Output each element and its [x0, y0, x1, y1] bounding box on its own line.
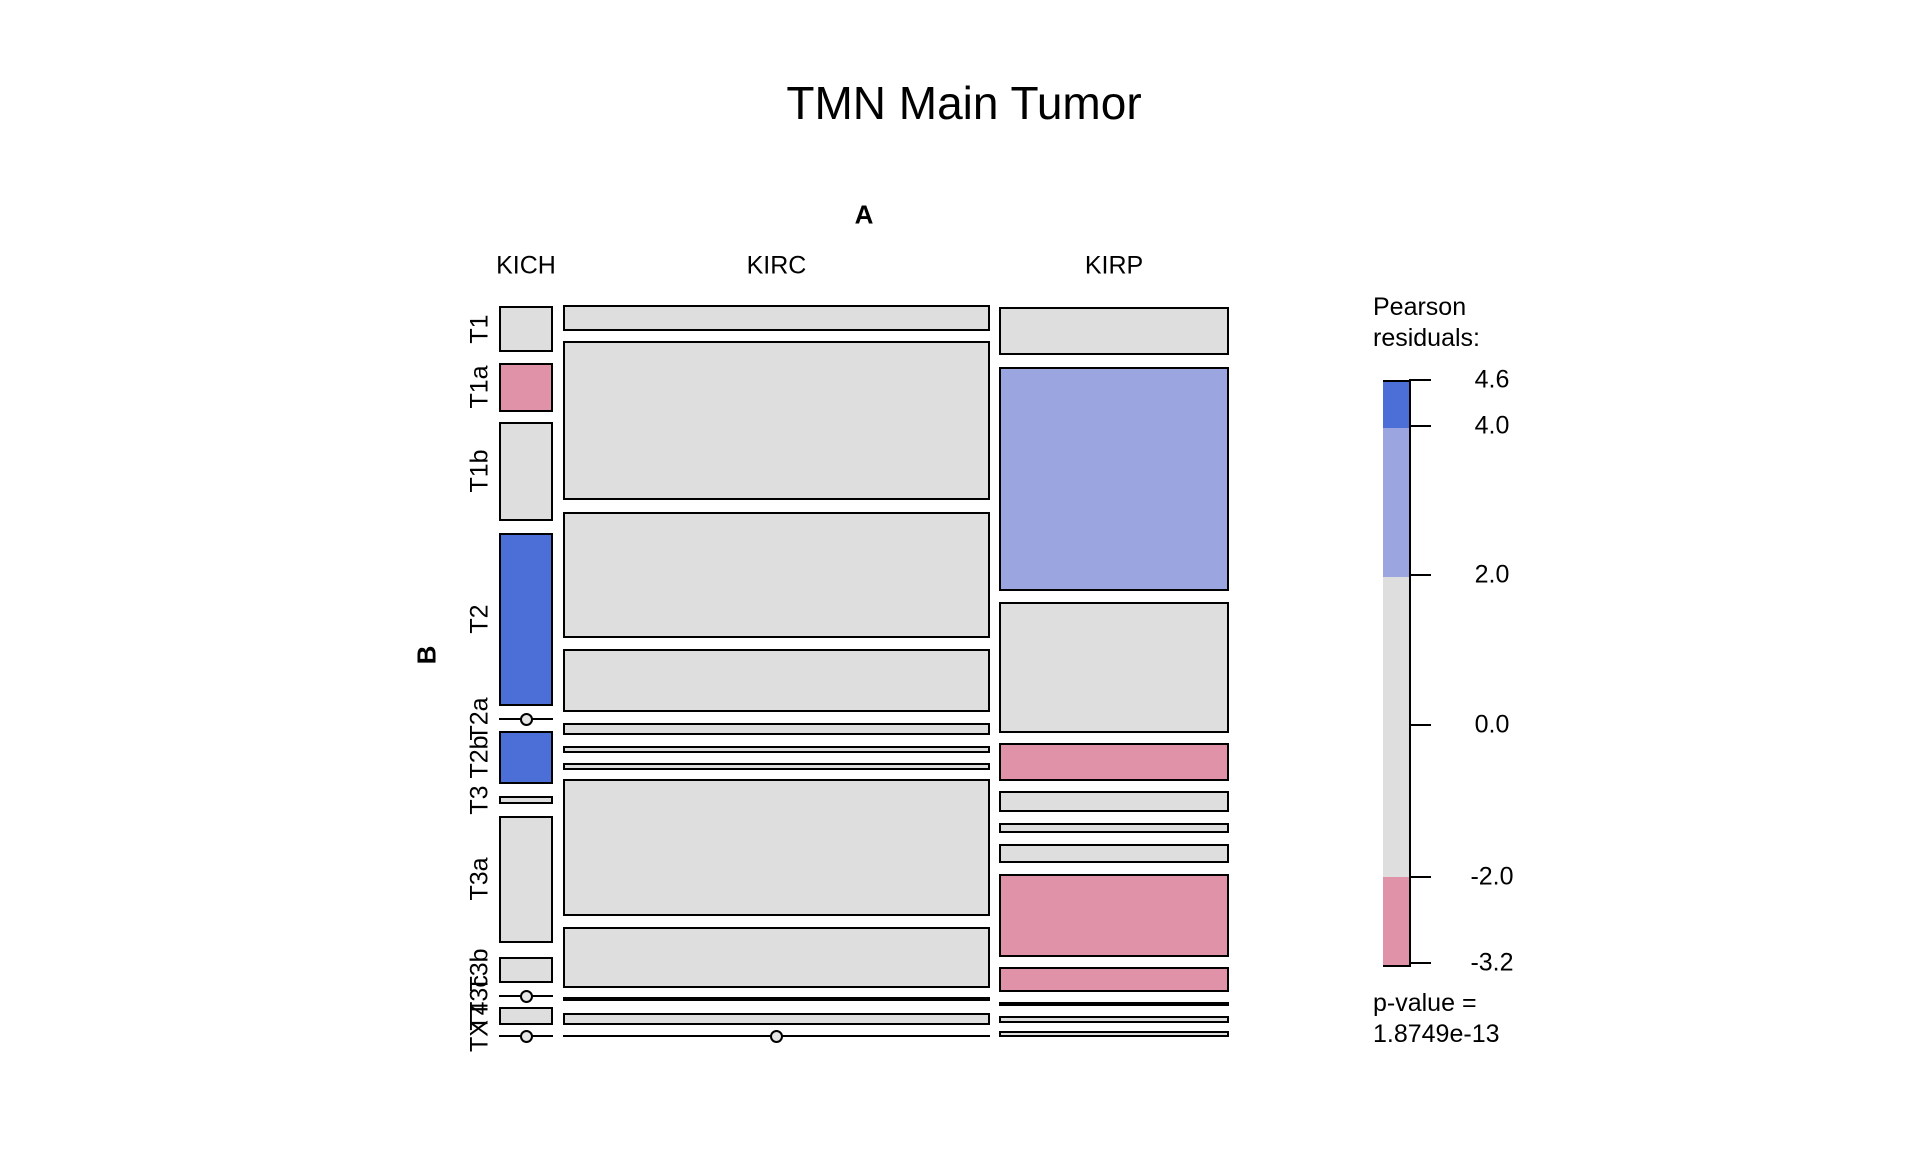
column-label-kirp: KIRP: [1084, 251, 1144, 280]
row-label-t1a: T1a: [465, 365, 494, 409]
cell-kich-t1: [499, 306, 553, 352]
row-label-t2b: T2b: [465, 735, 494, 779]
cell-kich-t2: [499, 533, 553, 706]
column-label-kirc: KIRC: [746, 251, 807, 280]
row-label-t2a: T2a: [465, 697, 494, 741]
cell-kirp-t1: [999, 307, 1229, 355]
legend-pvalue-line2: 1.8749e-13: [1373, 1020, 1500, 1048]
row-label-t3a: T3a: [465, 857, 494, 901]
cell-kich-t3: [499, 796, 553, 804]
dimension-b-label: B: [411, 645, 442, 665]
cell-kich-t3b: [499, 957, 553, 983]
legend-colorbar: [1383, 380, 1411, 967]
cell-kirp-tx: [999, 1031, 1229, 1037]
cell-kirc-t3c: [563, 997, 990, 1001]
cell-kirp-t3c: [999, 1002, 1229, 1006]
cell-kirp-t3b: [999, 967, 1229, 992]
legend-tick-2.0: [1409, 574, 1431, 576]
legend-title: Pearson residuals:: [1373, 292, 1480, 354]
row-label-tx: TX: [465, 1020, 494, 1052]
legend-segment-positive: [1383, 428, 1409, 577]
legend-title-line2: residuals:: [1373, 324, 1480, 352]
cell-kirp-t1a: [999, 367, 1229, 591]
legend-tick-label--2.0: -2.0: [1470, 862, 1514, 891]
row-label-t2: T2: [465, 604, 494, 634]
cell-kich-t2b: [499, 731, 553, 784]
legend-tick-label-4.0: 4.0: [1474, 411, 1510, 440]
cell-kirc-t1b: [563, 512, 990, 638]
chart-title: TMN Main Tumor: [786, 77, 1142, 129]
cell-kirp-t3: [999, 844, 1229, 863]
cell-kirc-t2b: [563, 746, 990, 753]
zero-cell-circle-kich-t3c: [519, 989, 533, 1003]
legend-segment-strong_positive: [1383, 382, 1409, 428]
legend-title-line1: Pearson: [1373, 293, 1467, 321]
legend-tick-label--3.2: -3.2: [1470, 948, 1514, 977]
cell-kirc-t3: [563, 763, 990, 770]
cell-kirp-t2a: [999, 791, 1229, 812]
legend-tick-label-2.0: 2.0: [1474, 560, 1510, 589]
legend-pvalue-line1: p-value =: [1373, 989, 1477, 1017]
cell-kirc-t1: [563, 305, 990, 331]
cell-kirc-t2: [563, 649, 990, 712]
cell-kirc-t2a: [563, 723, 990, 735]
cell-kirp-t2b: [999, 823, 1229, 833]
zero-cell-circle-kich-tx: [519, 1029, 533, 1043]
cell-kirp-t2: [999, 743, 1229, 781]
row-label-t1b: T1b: [465, 449, 494, 493]
legend-tick-4.0: [1409, 425, 1431, 427]
legend-tick-0.0: [1409, 724, 1431, 726]
cell-kich-t1b: [499, 422, 553, 521]
legend-tick--2.0: [1409, 876, 1431, 878]
row-label-t3: T3: [465, 785, 494, 815]
cell-kirp-t4: [999, 1016, 1229, 1023]
legend-segment-neutral: [1383, 577, 1409, 877]
cell-kirc-t1a: [563, 341, 990, 500]
cell-kich-t1a: [499, 363, 553, 412]
column-label-kich: KICH: [496, 251, 556, 280]
cell-kirc-t3b: [563, 927, 990, 988]
cell-kich-t3a: [499, 816, 553, 943]
zero-cell-circle-kirc-tx: [770, 1029, 783, 1043]
legend-tick-label-4.6: 4.6: [1474, 365, 1510, 394]
dimension-a-label: A: [854, 199, 874, 230]
legend-tick--3.2: [1409, 962, 1431, 964]
cell-kirc-t3a: [563, 779, 990, 916]
cell-kirc-t4: [563, 1013, 990, 1025]
cell-kich-t4: [499, 1007, 553, 1025]
legend-tick-label-0.0: 0.0: [1474, 710, 1510, 739]
legend-tick-4.6: [1409, 379, 1431, 381]
row-label-t1: T1: [465, 314, 494, 344]
cell-kirp-t1b: [999, 602, 1229, 733]
legend-pvalue: p-value = 1.8749e-13: [1373, 988, 1500, 1050]
cell-kirp-t3a: [999, 874, 1229, 957]
legend-segment-negative: [1383, 877, 1409, 965]
zero-cell-circle-kich-t2a: [519, 712, 533, 726]
